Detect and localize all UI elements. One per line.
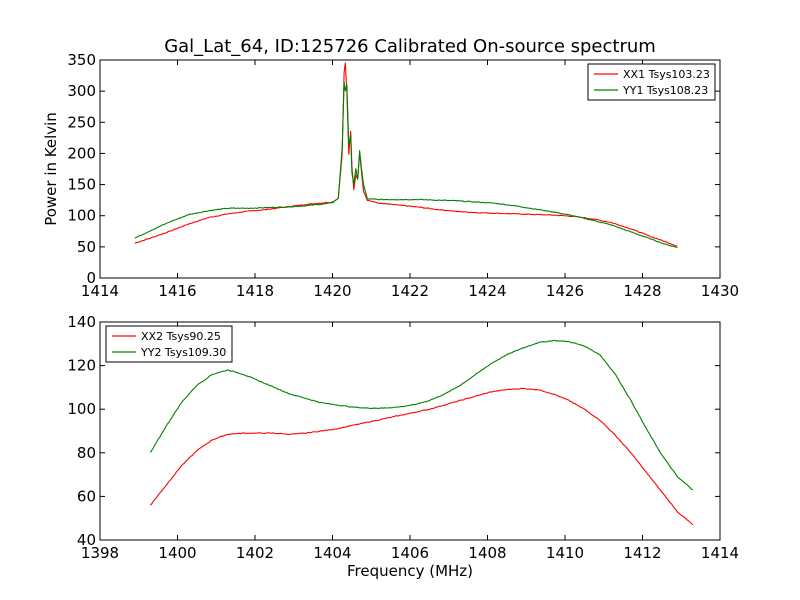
bottom-plot-frame xyxy=(99,321,721,541)
bottom-y-tick-label: 120 xyxy=(67,357,96,375)
top-legend-box xyxy=(587,63,716,101)
top-y-tick-label: 350 xyxy=(67,51,96,69)
top-x-tick-label: 1430 xyxy=(701,282,739,300)
bottom-plot-legend: XX2 Tsys90.25 YY2 Tsys109.30 xyxy=(105,325,233,363)
bottom-x-tick-label: 1412 xyxy=(623,544,661,562)
top-y-tick-label: 200 xyxy=(67,144,96,162)
top-series-line-2 xyxy=(134,81,678,249)
bottom-plot-x-axis-label: Frequency (MHz) xyxy=(347,562,473,580)
bottom-x-tick-label: 1414 xyxy=(701,544,739,562)
top-y-tick-label: 300 xyxy=(67,82,96,100)
bottom-legend-box xyxy=(105,325,233,363)
top-y-tick-label: 0 xyxy=(86,269,96,287)
top-plot-y-axis-label: Power in Kelvin xyxy=(42,112,60,226)
top-x-tick-label: 1422 xyxy=(391,282,429,300)
bottom-y-tick-label: 140 xyxy=(67,313,96,331)
top-legend-label-yy1: YY1 Tsys108.23 xyxy=(622,84,708,97)
top-x-tick-label: 1426 xyxy=(546,282,584,300)
top-plot-area xyxy=(134,62,678,249)
bottom-x-tick-label: 1398 xyxy=(81,544,119,562)
top-x-tick-label: 1420 xyxy=(313,282,351,300)
top-x-tick-label: 1414 xyxy=(81,282,119,300)
bottom-y-tick-label: 80 xyxy=(77,444,96,462)
bottom-x-tick-label: 1404 xyxy=(313,544,351,562)
bottom-series-line-2 xyxy=(149,339,694,491)
top-plot-legend: XX1 Tsys103.23 YY1 Tsys108.23 xyxy=(587,63,716,101)
top-x-tick-label: 1418 xyxy=(236,282,274,300)
bottom-x-tick-label: 1400 xyxy=(158,544,196,562)
top-plot-ticks: 1414 1416 1418 1420 1422 1424 1426 1428 1430 0 50 1… xyxy=(67,51,739,300)
bottom-y-tick-label: 100 xyxy=(67,400,96,418)
bottom-spectrum-plot: Frequency (MHz) 1398 1400 1402 1404 1406 1408… xyxy=(67,313,739,580)
bottom-x-tick-label: 1408 xyxy=(468,544,506,562)
bottom-x-tick-label: 1410 xyxy=(546,544,584,562)
top-y-tick-label: 150 xyxy=(67,176,96,194)
top-x-tick-label: 1424 xyxy=(468,282,506,300)
bottom-plot-ticks: 1398 1400 1402 1404 1406 1408 1410 1412 1414 40 60… xyxy=(67,313,739,562)
top-y-tick-label: 250 xyxy=(67,113,96,131)
bottom-x-tick-label: 1406 xyxy=(391,544,429,562)
top-spectrum-plot: Gal_Lat_64, ID:125726 Calibrated On-sour… xyxy=(42,36,739,300)
top-x-tick-label: 1416 xyxy=(158,282,196,300)
top-series-line-1 xyxy=(134,62,678,247)
top-x-tick-label: 1428 xyxy=(623,282,661,300)
top-plot-frame xyxy=(99,59,721,279)
bottom-plot-area xyxy=(149,339,694,526)
top-y-tick-label: 100 xyxy=(67,207,96,225)
bottom-y-tick-label: 40 xyxy=(77,531,96,549)
bottom-series-line-1 xyxy=(149,387,694,526)
bottom-legend-label-xx2: XX2 Tsys90.25 xyxy=(141,330,221,343)
bottom-x-tick-label: 1402 xyxy=(236,544,274,562)
top-plot-title: Gal_Lat_64, ID:125726 Calibrated On-sour… xyxy=(164,36,656,57)
top-y-tick-label: 50 xyxy=(77,238,96,256)
top-legend-label-xx1: XX1 Tsys103.23 xyxy=(623,68,710,81)
bottom-legend-label-yy2: YY2 Tsys109.30 xyxy=(140,346,226,359)
bottom-y-tick-label: 60 xyxy=(77,487,96,505)
